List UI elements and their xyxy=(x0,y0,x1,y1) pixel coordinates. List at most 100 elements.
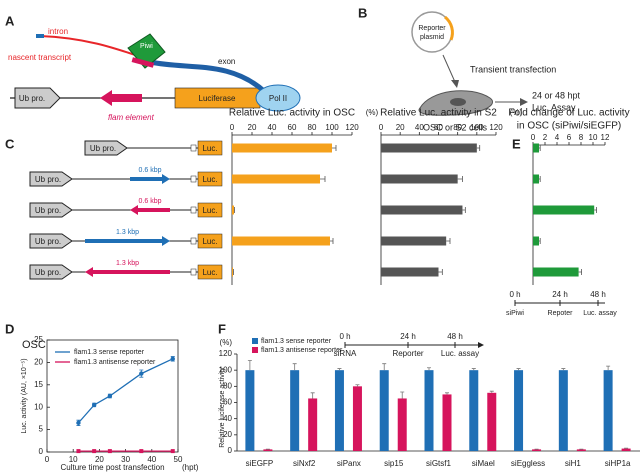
chart-title: Fold change of Luc. activity xyxy=(508,108,629,119)
bar xyxy=(334,370,344,451)
bar xyxy=(469,370,479,451)
bar xyxy=(533,174,539,184)
promoter xyxy=(29,171,73,187)
arrowhead xyxy=(451,80,459,88)
reporter-label: Luc. xyxy=(202,237,217,246)
error-bar xyxy=(594,207,597,213)
insert xyxy=(85,267,170,277)
axis-unit: (%) xyxy=(366,108,379,117)
promoter-label: Ub pro. xyxy=(90,144,116,153)
x-tick-label: siH1 xyxy=(565,459,582,468)
arrowhead xyxy=(478,342,484,348)
x-tick-label: 0 xyxy=(45,455,50,464)
bar xyxy=(533,236,539,246)
pirna xyxy=(131,57,155,68)
bar xyxy=(532,449,542,451)
timeline-e: 0 h 24 h 48 h siPiwi Repoter Luc. assay xyxy=(506,290,617,317)
bar xyxy=(290,370,300,451)
insert-label: 0.6 kbp xyxy=(139,167,162,174)
y-axis-label: Relative luciferase activity xyxy=(219,367,226,448)
point xyxy=(76,420,81,426)
nucleus xyxy=(450,98,466,106)
x-tick-label: 0 xyxy=(379,123,384,132)
bar xyxy=(533,205,595,215)
bar xyxy=(232,174,320,184)
label: OSC or S2 cells xyxy=(423,122,488,132)
exon-rna xyxy=(149,59,267,94)
chart-title: Relative Luc. activity in S2 xyxy=(380,108,497,119)
legend-label: flam1.3 sense reporter xyxy=(74,349,145,356)
bar xyxy=(442,394,452,451)
point xyxy=(170,449,175,454)
error-bar xyxy=(489,390,494,393)
pas xyxy=(190,237,197,245)
x-tick-label: siEGFP xyxy=(246,459,274,468)
x-tick-label: 100 xyxy=(470,123,484,132)
x-tick-label: siGtsf1 xyxy=(426,459,451,468)
bar xyxy=(558,370,568,451)
x-tick-label: 0 xyxy=(230,123,235,132)
error-bar xyxy=(400,391,405,399)
insert-label: 1.3 kbp xyxy=(116,229,139,236)
bar xyxy=(381,143,477,153)
reporter xyxy=(197,171,223,187)
y-axis-unit: (%) xyxy=(220,338,233,347)
label: Ub pro. xyxy=(19,94,45,103)
bar xyxy=(621,448,631,451)
bar xyxy=(232,267,233,277)
label: Luc. assay xyxy=(583,310,617,317)
error-bar xyxy=(539,176,541,182)
x-tick-label: 80 xyxy=(308,123,317,132)
y-axis-label: Luc. activity (AU, ×10⁻⁵) xyxy=(21,358,28,433)
pas xyxy=(190,268,197,276)
x-tick-label: 20 xyxy=(396,123,405,132)
y-tick-label: 25 xyxy=(34,335,43,344)
pas xyxy=(190,175,197,183)
error-bar xyxy=(606,365,611,371)
x-tick-label: siNxf2 xyxy=(293,459,316,468)
bar xyxy=(424,370,434,451)
label: 48 h xyxy=(447,332,463,341)
panel-letter: E xyxy=(512,136,521,151)
panel-letter: A xyxy=(5,13,15,28)
reporter xyxy=(197,140,223,156)
y-tick-label: 80 xyxy=(223,381,232,390)
bar xyxy=(381,174,458,184)
reporter xyxy=(197,233,223,249)
label: 48 h xyxy=(590,290,606,299)
error-bar xyxy=(320,176,326,182)
x-tick-label: 20 xyxy=(95,455,104,464)
legend-swatch xyxy=(252,338,258,344)
bar xyxy=(232,236,330,246)
promoter-label: Ub pro. xyxy=(35,175,61,184)
error-bar xyxy=(446,238,451,244)
promoter-label: Ub pro. xyxy=(35,268,61,277)
point xyxy=(76,449,81,454)
error-bar xyxy=(561,368,566,371)
label: Piwi xyxy=(140,43,153,50)
y-tick-label: 20 xyxy=(34,358,43,367)
panel-letter: B xyxy=(358,5,367,20)
x-tick-label: 0 xyxy=(531,133,536,142)
pas xyxy=(190,144,197,152)
error-bar xyxy=(233,269,234,275)
y-tick-label: 60 xyxy=(223,398,232,407)
reporter-label: Luc. xyxy=(202,175,217,184)
x-axis-unit: (hpt) xyxy=(182,463,199,472)
axis-unit: (%) xyxy=(510,108,523,117)
bar xyxy=(487,392,497,451)
plasmid-insert xyxy=(443,15,454,41)
panel-letter: D xyxy=(5,321,14,336)
x-tick-label: 80 xyxy=(453,123,462,132)
rna-end xyxy=(36,34,44,38)
point xyxy=(170,356,175,362)
reporter-label: Luc. xyxy=(202,268,217,277)
label: Luciferase xyxy=(199,94,236,103)
point xyxy=(107,393,113,399)
y-tick-label: 40 xyxy=(223,414,232,423)
promoter-label: Ub pro. xyxy=(35,237,61,246)
label: 24 h xyxy=(552,290,568,299)
bar xyxy=(308,398,318,451)
error-bar xyxy=(516,368,521,371)
error-bar xyxy=(332,145,337,151)
